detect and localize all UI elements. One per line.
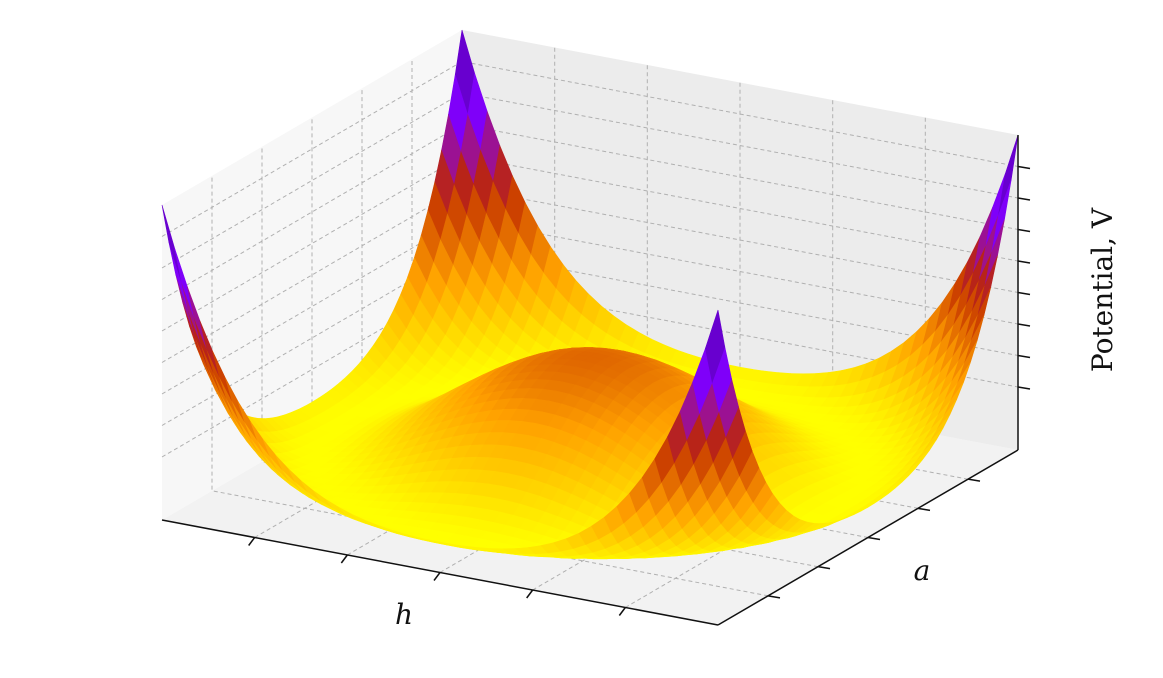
z-tick bbox=[1017, 291, 1031, 296]
x-tick bbox=[340, 554, 348, 564]
grid-line bbox=[161, 218, 1019, 395]
grid-line bbox=[161, 186, 1019, 363]
y-tick bbox=[867, 536, 881, 541]
z-tick bbox=[1017, 323, 1031, 327]
z-tick bbox=[1017, 165, 1031, 170]
x-tick bbox=[248, 537, 256, 546]
y-tick bbox=[917, 507, 931, 512]
x-tick bbox=[618, 607, 626, 616]
y-tick bbox=[767, 595, 781, 599]
y-tick bbox=[967, 478, 981, 482]
z-axis-label: Potential, V bbox=[1086, 207, 1119, 372]
grid-line bbox=[161, 155, 1019, 332]
z-tick bbox=[1017, 354, 1031, 359]
z-tick bbox=[1017, 260, 1031, 264]
axes bbox=[161, 135, 1031, 626]
z-tick bbox=[1017, 386, 1031, 390]
z-tick bbox=[1017, 228, 1031, 233]
grid-line bbox=[161, 281, 1019, 458]
y-axis-label: a bbox=[914, 554, 931, 587]
x-tick bbox=[526, 589, 534, 599]
grid-line bbox=[161, 123, 1019, 300]
surface-patch bbox=[705, 309, 726, 384]
z-tick bbox=[1017, 197, 1031, 201]
grid-line bbox=[161, 92, 1019, 269]
x-tick bbox=[433, 572, 441, 581]
x-axis-label: h bbox=[395, 598, 413, 631]
grid-line bbox=[161, 249, 1019, 426]
y-tick bbox=[817, 565, 831, 570]
surface bbox=[161, 29, 1019, 560]
grid-line bbox=[161, 60, 1019, 237]
